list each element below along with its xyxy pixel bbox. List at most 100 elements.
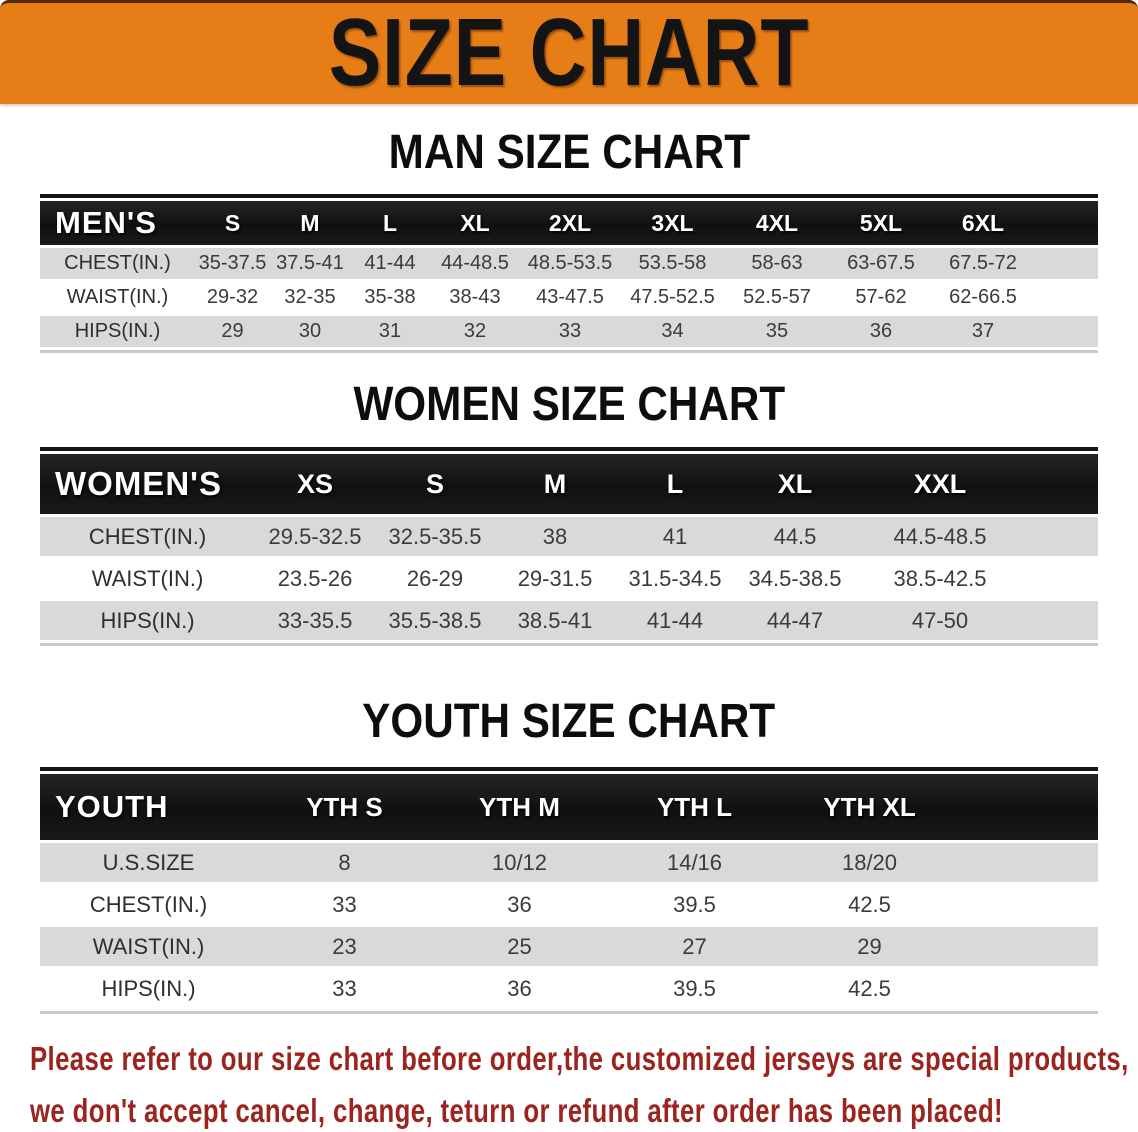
size-column-header: 2XL — [520, 201, 620, 245]
table-row: WAIST(IN.) 23 25 27 29 — [40, 927, 1098, 966]
size-cell: 39.5 — [607, 969, 782, 1008]
table-row: U.S.SIZE 8 10/12 14/16 18/20 — [40, 843, 1098, 882]
row-label: HIPS(IN.) — [40, 601, 255, 640]
size-cell: 33 — [257, 969, 432, 1008]
table-bottom-rule — [40, 350, 1098, 353]
size-cell: 27 — [607, 927, 782, 966]
size-column-header: YTH S — [257, 774, 432, 840]
women-header-row: WOMEN'S XS S M L XL XXL — [40, 454, 1098, 514]
women-section-heading-text: WOMEN SIZE CHART — [353, 378, 785, 431]
row-label: CHEST(IN.) — [40, 517, 255, 556]
size-cell: 44.5 — [735, 517, 855, 556]
size-cell: 58-63 — [725, 248, 829, 279]
size-cell: 36 — [432, 969, 607, 1008]
table-row: CHEST(IN.) 33 36 39.5 42.5 — [40, 885, 1098, 924]
size-cell: 38-43 — [430, 282, 520, 313]
size-cell: 36 — [432, 885, 607, 924]
spacer-cell — [957, 927, 1098, 966]
table-bottom-rule — [40, 1011, 1098, 1014]
size-cell: 43-47.5 — [520, 282, 620, 313]
size-cell: 63-67.5 — [829, 248, 933, 279]
size-cell: 37 — [933, 316, 1033, 347]
size-cell: 14/16 — [607, 843, 782, 882]
size-cell: 23.5-26 — [255, 559, 375, 598]
size-cell: 38.5-41 — [495, 601, 615, 640]
youth-size-table: YOUTH YTH S YTH M YTH L YTH XL U.S.SIZE … — [40, 767, 1098, 1014]
size-cell: 38 — [495, 517, 615, 556]
size-cell: 32.5-35.5 — [375, 517, 495, 556]
size-column-header: 6XL — [933, 201, 1033, 245]
spacer-cell — [957, 843, 1098, 882]
size-cell: 41-44 — [350, 248, 430, 279]
table-row: HIPS(IN.) 33 36 39.5 42.5 — [40, 969, 1098, 1008]
row-label: HIPS(IN.) — [40, 969, 257, 1008]
size-cell: 37.5-41 — [270, 248, 350, 279]
size-cell: 47-50 — [855, 601, 1025, 640]
size-cell: 34.5-38.5 — [735, 559, 855, 598]
size-column-header: 4XL — [725, 201, 829, 245]
spacer-cell — [1033, 316, 1098, 347]
size-cell: 57-62 — [829, 282, 933, 313]
spacer-cell — [1025, 454, 1098, 514]
size-cell: 31.5-34.5 — [615, 559, 735, 598]
size-cell: 67.5-72 — [933, 248, 1033, 279]
men-section-heading-text: MAN SIZE CHART — [388, 126, 750, 179]
row-label: U.S.SIZE — [40, 843, 257, 882]
size-cell: 29-31.5 — [495, 559, 615, 598]
size-cell: 32-35 — [270, 282, 350, 313]
size-column-header: 5XL — [829, 201, 933, 245]
size-cell: 34 — [620, 316, 725, 347]
men-size-table-grid: MEN'S S M L XL 2XL 3XL 4XL 5XL 6XL CHEST… — [40, 198, 1098, 350]
size-cell: 52.5-57 — [725, 282, 829, 313]
size-column-header: XS — [255, 454, 375, 514]
table-row: HIPS(IN.) 33-35.5 35.5-38.5 38.5-41 41-4… — [40, 601, 1098, 640]
men-table-title: MEN'S — [40, 201, 195, 245]
table-row: CHEST(IN.) 35-37.5 37.5-41 41-44 44-48.5… — [40, 248, 1098, 279]
women-table-title: WOMEN'S — [40, 454, 255, 514]
size-cell: 53.5-58 — [620, 248, 725, 279]
women-section-heading: WOMEN SIZE CHART — [0, 379, 1138, 431]
row-label: CHEST(IN.) — [40, 248, 195, 279]
size-cell: 32 — [430, 316, 520, 347]
size-column-header: YTH XL — [782, 774, 957, 840]
spacer-cell — [1025, 559, 1098, 598]
size-column-header: YTH L — [607, 774, 782, 840]
size-cell: 35.5-38.5 — [375, 601, 495, 640]
table-row: CHEST(IN.) 29.5-32.5 32.5-35.5 38 41 44.… — [40, 517, 1098, 556]
row-label: WAIST(IN.) — [40, 927, 257, 966]
size-cell: 42.5 — [782, 969, 957, 1008]
size-cell: 44-48.5 — [430, 248, 520, 279]
size-cell: 44-47 — [735, 601, 855, 640]
youth-size-table-grid: YOUTH YTH S YTH M YTH L YTH XL U.S.SIZE … — [40, 771, 1098, 1011]
size-column-header: XXL — [855, 454, 1025, 514]
size-cell: 29 — [195, 316, 270, 347]
table-row: HIPS(IN.) 29 30 31 32 33 34 35 36 37 — [40, 316, 1098, 347]
spacer-cell — [957, 774, 1098, 840]
size-cell: 23 — [257, 927, 432, 966]
size-cell: 31 — [350, 316, 430, 347]
size-cell: 62-66.5 — [933, 282, 1033, 313]
size-cell: 33 — [257, 885, 432, 924]
spacer-cell — [1025, 601, 1098, 640]
size-cell: 44.5-48.5 — [855, 517, 1025, 556]
size-column-header: L — [350, 201, 430, 245]
size-cell: 47.5-52.5 — [620, 282, 725, 313]
size-cell: 30 — [270, 316, 350, 347]
size-cell: 18/20 — [782, 843, 957, 882]
spacer-cell — [1033, 282, 1098, 313]
size-chart-banner: SIZE CHART — [0, 0, 1138, 104]
row-label: WAIST(IN.) — [40, 282, 195, 313]
size-cell: 38.5-42.5 — [855, 559, 1025, 598]
table-row: WAIST(IN.) 29-32 32-35 35-38 38-43 43-47… — [40, 282, 1098, 313]
size-column-header: L — [615, 454, 735, 514]
size-cell: 29 — [782, 927, 957, 966]
table-top-rule — [40, 767, 1098, 771]
spacer-cell — [1033, 201, 1098, 245]
youth-section-heading: YOUTH SIZE CHART — [0, 696, 1138, 748]
size-cell: 41 — [615, 517, 735, 556]
spacer-cell — [1025, 517, 1098, 556]
table-bottom-rule — [40, 643, 1098, 646]
size-cell: 33-35.5 — [255, 601, 375, 640]
size-column-header: YTH M — [432, 774, 607, 840]
size-cell: 10/12 — [432, 843, 607, 882]
